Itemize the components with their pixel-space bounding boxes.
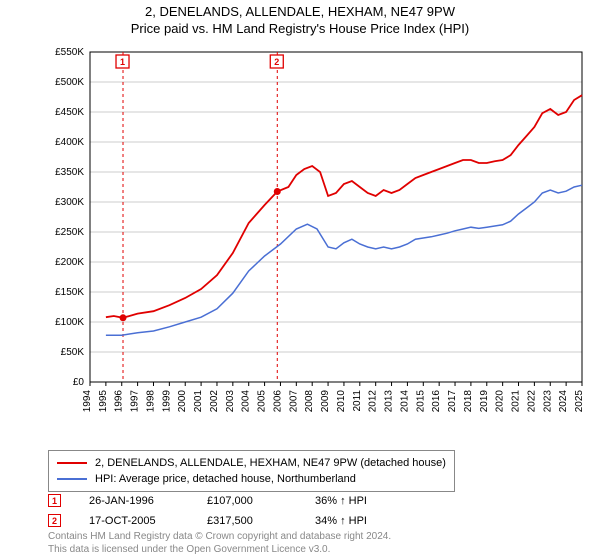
svg-text:2014: 2014 <box>399 390 410 413</box>
line-chart: £0 £50K £100K £150K £200K £250K £300K £350K £400… <box>48 46 588 416</box>
sale-price: £317,500 <box>207 515 287 527</box>
svg-text:2009: 2009 <box>320 390 331 413</box>
chart-container: 2, DENELANDS, ALLENDALE, HEXHAM, NE47 9P… <box>0 0 600 560</box>
svg-text:1994: 1994 <box>82 390 93 413</box>
svg-text:2005: 2005 <box>257 390 268 413</box>
svg-text:2001: 2001 <box>193 390 204 413</box>
svg-text:2025: 2025 <box>574 390 585 413</box>
svg-text:£300K: £300K <box>55 197 84 208</box>
svg-text:2004: 2004 <box>241 390 252 413</box>
chart-title-subtitle: Price paid vs. HM Land Registry's House … <box>0 19 600 36</box>
svg-text:2006: 2006 <box>272 390 283 413</box>
sale-row: 2 17-OCT-2005 £317,500 34% ↑ HPI <box>48 514 367 527</box>
svg-text:£100K: £100K <box>55 317 84 328</box>
legend: 2, DENELANDS, ALLENDALE, HEXHAM, NE47 9P… <box>48 450 455 492</box>
sale-price: £107,000 <box>207 495 287 507</box>
svg-text:2003: 2003 <box>225 390 236 413</box>
svg-text:1: 1 <box>120 57 125 67</box>
sale-date: 26-JAN-1996 <box>89 495 179 507</box>
footer-line: This data is licensed under the Open Gov… <box>48 543 391 556</box>
svg-text:£350K: £350K <box>55 167 84 178</box>
sale-delta: 34% ↑ HPI <box>315 515 367 527</box>
svg-text:2010: 2010 <box>336 390 347 413</box>
footer-attribution: Contains HM Land Registry data © Crown c… <box>48 530 391 556</box>
legend-label: 2, DENELANDS, ALLENDALE, HEXHAM, NE47 9P… <box>95 457 446 469</box>
sale-marker-icon: 1 <box>48 494 61 507</box>
svg-text:1996: 1996 <box>114 390 125 413</box>
chart-title-address: 2, DENELANDS, ALLENDALE, HEXHAM, NE47 9P… <box>0 4 600 19</box>
svg-text:2002: 2002 <box>209 390 220 413</box>
title-block: 2, DENELANDS, ALLENDALE, HEXHAM, NE47 9P… <box>0 0 600 36</box>
svg-text:2023: 2023 <box>542 390 553 413</box>
legend-item: HPI: Average price, detached house, Nort… <box>57 471 446 487</box>
svg-text:2011: 2011 <box>352 390 363 412</box>
svg-text:2017: 2017 <box>447 390 458 413</box>
svg-text:2018: 2018 <box>463 390 474 413</box>
sale-row: 1 26-JAN-1996 £107,000 36% ↑ HPI <box>48 494 367 507</box>
svg-text:2008: 2008 <box>304 390 315 413</box>
svg-text:2021: 2021 <box>511 390 522 413</box>
svg-text:1999: 1999 <box>161 390 172 413</box>
svg-text:£250K: £250K <box>55 227 84 238</box>
legend-swatch <box>57 478 87 480</box>
svg-text:£0: £0 <box>73 377 85 388</box>
svg-text:1998: 1998 <box>145 390 156 413</box>
svg-text:2012: 2012 <box>368 390 379 413</box>
footer-line: Contains HM Land Registry data © Crown c… <box>48 530 391 543</box>
svg-text:2: 2 <box>274 57 279 67</box>
sale-delta: 36% ↑ HPI <box>315 495 367 507</box>
svg-text:£450K: £450K <box>55 107 84 118</box>
svg-text:2016: 2016 <box>431 390 442 413</box>
svg-text:2015: 2015 <box>415 390 426 413</box>
svg-text:2024: 2024 <box>558 390 569 413</box>
legend-item: 2, DENELANDS, ALLENDALE, HEXHAM, NE47 9P… <box>57 455 446 471</box>
svg-text:2013: 2013 <box>384 390 395 413</box>
legend-label: HPI: Average price, detached house, Nort… <box>95 473 356 485</box>
svg-text:2019: 2019 <box>479 390 490 413</box>
svg-text:2007: 2007 <box>288 390 299 413</box>
legend-swatch <box>57 462 87 464</box>
svg-text:£150K: £150K <box>55 287 84 298</box>
sale-marker-icon: 2 <box>48 514 61 527</box>
svg-text:£550K: £550K <box>55 47 84 58</box>
sale-date: 17-OCT-2005 <box>89 515 179 527</box>
svg-text:2020: 2020 <box>495 390 506 413</box>
svg-text:1997: 1997 <box>130 390 141 413</box>
svg-text:£500K: £500K <box>55 77 84 88</box>
svg-text:1995: 1995 <box>98 390 109 413</box>
svg-text:£200K: £200K <box>55 257 84 268</box>
svg-text:2022: 2022 <box>526 390 537 413</box>
svg-text:£400K: £400K <box>55 137 84 148</box>
svg-text:£50K: £50K <box>61 347 85 358</box>
svg-text:2000: 2000 <box>177 390 188 413</box>
